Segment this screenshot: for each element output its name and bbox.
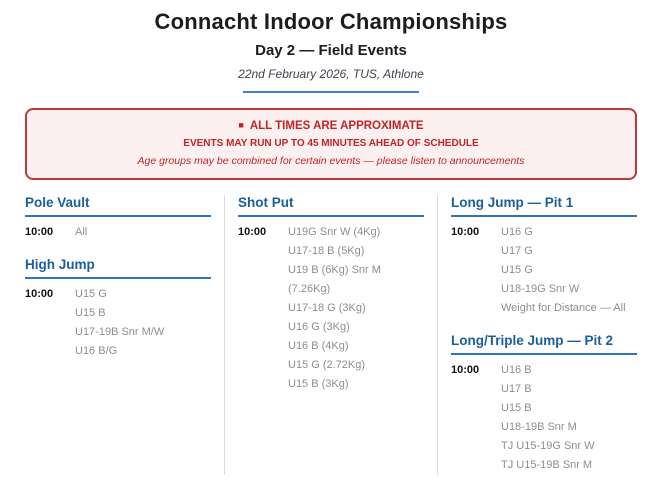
event-section: High Jump 10:00 U15 G U15 B U17-19B Snr M/… — [25, 257, 211, 361]
page-title: Connacht Indoor Championships — [154, 9, 508, 34]
event-item: U17-19B Snr M/W — [75, 326, 165, 338]
event-item: U19G Snr W (4Kg) — [288, 226, 381, 238]
schedule-block: 10:00 U15 G U15 B U17-19B Snr M/W U16 B/G — [25, 285, 211, 361]
event-item: All — [75, 226, 88, 238]
event-date-venue: 22nd February 2026, TUS, Athlone — [238, 67, 424, 81]
event-item: U15 B (3Kg) — [288, 378, 349, 390]
notice-subline: EVENTS MAY RUN UP TO 45 MINUTES AHEAD OF… — [183, 138, 479, 149]
event-list: All — [75, 223, 211, 242]
event-item: U16 B — [501, 364, 532, 376]
start-time: 10:00 — [451, 226, 480, 238]
event-item: U16 B/G — [75, 345, 118, 357]
start-time: 10:00 — [238, 226, 267, 238]
event-item: U18-19G Snr W — [501, 283, 580, 295]
event-item: U16 G — [501, 226, 533, 238]
page-subtitle: Day 2 — Field Events — [255, 42, 407, 59]
event-item: U17-18 G (3Kg) — [288, 302, 366, 314]
event-item: U16 G (3Kg) — [288, 321, 350, 333]
section-title: High Jump — [25, 257, 211, 279]
event-item: TJ U15-19B Snr M — [501, 459, 593, 471]
event-section: Long/Triple Jump — Pit 2 10:00 U16 B U17 … — [451, 333, 637, 475]
event-item: U16 B (4Kg) — [288, 340, 349, 352]
header-divider — [243, 91, 419, 93]
event-item: U18-19B Snr M — [501, 421, 577, 433]
notice-headline-text: ALL TIMES ARE APPROXIMATE — [249, 120, 424, 132]
notice-headline: ■ ALL TIMES ARE APPROXIMATE — [37, 120, 625, 132]
schedule-column: Pole Vault 10:00 All High Jump 10:00 U15… — [25, 195, 225, 475]
event-item: U17 B — [501, 383, 532, 395]
section-title: Long Jump — Pit 1 — [451, 195, 637, 217]
schedule-column: Shot Put 10:00 U19G Snr W (4Kg) U17-18 B … — [225, 195, 438, 475]
notice-box: ■ ALL TIMES ARE APPROXIMATE EVENTS MAY RU… — [25, 108, 637, 180]
section-title: Long/Triple Jump — Pit 2 — [451, 333, 637, 355]
event-list: U16 G U17 G U15 G U18-19G Snr W Weight for D… — [501, 223, 637, 318]
event-item: U17 G — [501, 245, 533, 257]
start-time: 10:00 — [25, 226, 54, 238]
event-item: Weight for Distance — All — [501, 302, 626, 314]
page-header: Connacht Indoor Championships Day 2 — Fi… — [25, 0, 637, 93]
schedule-columns: Pole Vault 10:00 All High Jump 10:00 U15… — [25, 195, 637, 475]
event-item: U15 G (2.72Kg) — [288, 359, 366, 371]
schedule-block: 10:00 U16 G U17 G U15 G U18-19G Snr W Weight… — [451, 223, 637, 318]
event-item: U17-18 B (5Kg) — [288, 245, 365, 257]
event-list: U19G Snr W (4Kg) U17-18 B (5Kg) U19 B (6Kg… — [288, 223, 424, 394]
event-section: Pole Vault 10:00 All — [25, 195, 211, 242]
square-bullet-icon: ■ — [238, 120, 244, 130]
schedule-block: 10:00 U19G Snr W (4Kg) U17-18 B (5Kg) U19 … — [238, 223, 424, 394]
event-list: U15 G U15 B U17-19B Snr M/W U16 B/G — [75, 285, 211, 361]
schedule-block: 10:00 All — [25, 223, 211, 242]
schedule-block: 10:00 U16 B U17 B U15 B U18-19B Snr M TJ U15… — [451, 361, 637, 475]
section-title: Pole Vault — [25, 195, 211, 217]
start-time: 10:00 — [451, 364, 480, 376]
event-item: U15 B — [501, 402, 532, 414]
event-item: U15 G — [75, 288, 107, 300]
event-item: U19 B (6Kg) Snr M (7.26Kg) — [288, 264, 381, 295]
event-list: U16 B U17 B U15 B U18-19B Snr M TJ U15-19G S… — [501, 361, 637, 475]
section-title: Shot Put — [238, 195, 424, 217]
notice-note: Age groups may be combined for certain e… — [137, 155, 525, 167]
event-section: Shot Put 10:00 U19G Snr W (4Kg) U17-18 B … — [238, 195, 424, 394]
event-item: U15 G — [501, 264, 533, 276]
event-item: TJ U15-19G Snr W — [501, 440, 595, 452]
event-item: U15 B — [75, 307, 106, 319]
start-time: 10:00 — [25, 288, 54, 300]
